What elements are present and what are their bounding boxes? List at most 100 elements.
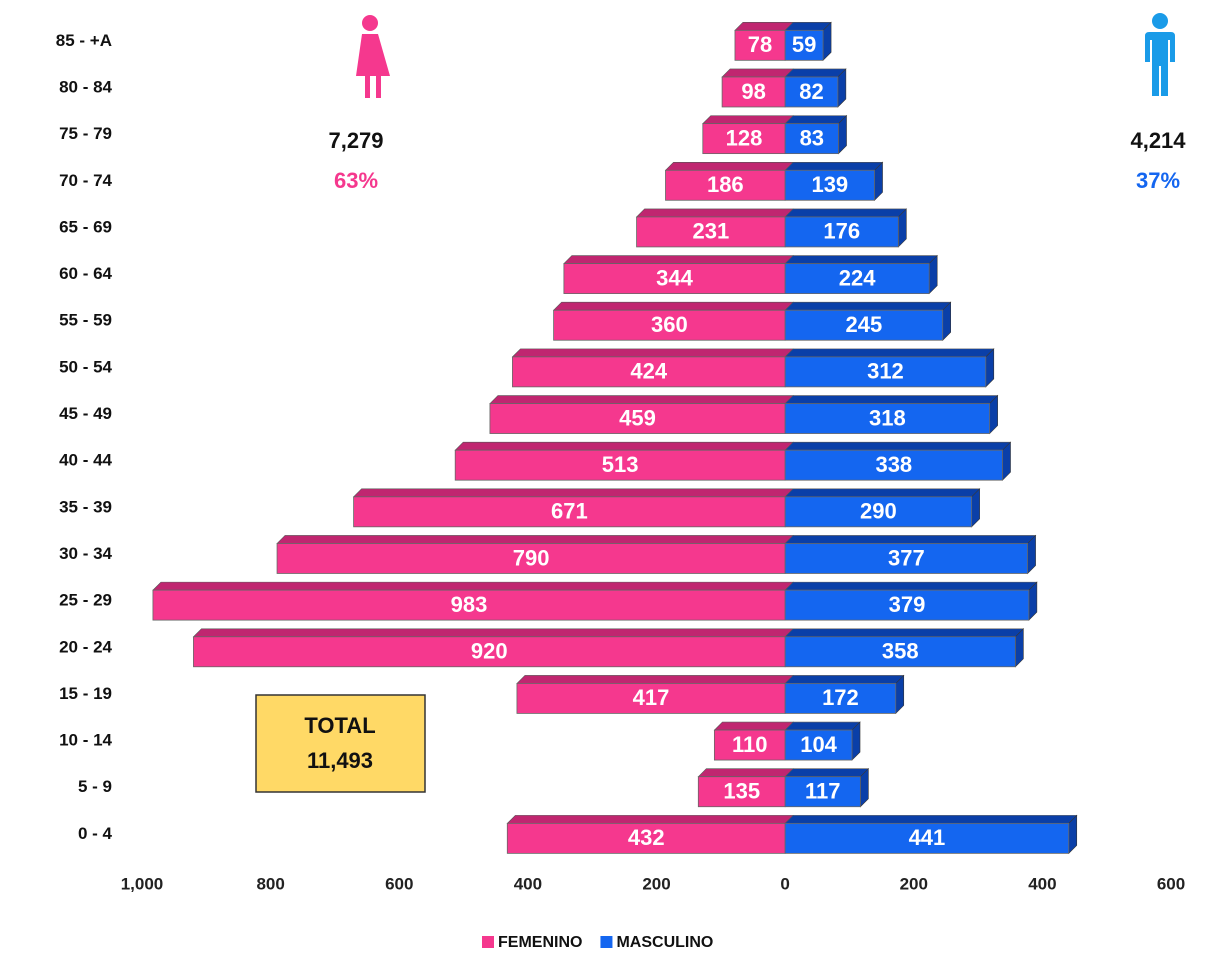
- x-tick-label: 1,000: [121, 874, 164, 893]
- y-tick-label: 70 - 74: [59, 171, 112, 190]
- value-label: 231: [692, 219, 729, 244]
- value-label: 82: [799, 79, 823, 104]
- x-tick-label: 400: [514, 874, 542, 893]
- value-label: 432: [628, 825, 665, 850]
- bar: [563, 263, 786, 294]
- bar: [713, 729, 786, 761]
- x-tick-label: 200: [642, 874, 670, 893]
- value-label: 920: [471, 639, 508, 664]
- bar: [506, 822, 786, 854]
- value-label: 360: [651, 312, 688, 337]
- bar-top: [784, 208, 908, 218]
- bar-top: [784, 348, 995, 358]
- y-tick-label: 45 - 49: [59, 404, 112, 423]
- bar-top: [784, 441, 1012, 451]
- male-share: 37%: [1136, 168, 1180, 193]
- bar: [553, 309, 786, 341]
- bar: [784, 216, 899, 248]
- value-label: 312: [867, 359, 904, 384]
- value-label: 417: [633, 685, 670, 710]
- bar: [193, 636, 786, 668]
- bar: [784, 403, 991, 434]
- y-tick-label: 25 - 29: [59, 591, 112, 610]
- bar-top: [697, 768, 794, 778]
- bar: [784, 496, 973, 528]
- value-label: 83: [800, 125, 824, 150]
- bar: [784, 776, 861, 808]
- value-label: 98: [741, 79, 765, 104]
- male-icon: [1145, 13, 1175, 96]
- bar-top: [784, 768, 870, 778]
- y-tick-label: 20 - 24: [59, 637, 112, 656]
- value-label: 59: [792, 32, 816, 57]
- bar: [784, 169, 875, 201]
- bar-top: [702, 115, 794, 124]
- bar: [784, 356, 987, 388]
- bar-top: [454, 441, 794, 451]
- bar: [516, 683, 786, 714]
- bar-top: [516, 675, 794, 684]
- value-label: 379: [889, 592, 926, 617]
- female-share: 63%: [334, 168, 378, 193]
- value-label: 176: [823, 219, 860, 244]
- y-tick-label: 65 - 69: [59, 217, 112, 236]
- bar-top: [784, 301, 952, 311]
- bar: [734, 29, 786, 61]
- value-label: 671: [551, 499, 588, 524]
- value-label: 224: [839, 265, 876, 290]
- bar-top: [352, 488, 794, 498]
- bar: [784, 683, 897, 714]
- bar: [665, 169, 786, 201]
- value-label: 117: [805, 779, 841, 804]
- bar-top: [784, 161, 884, 171]
- bar: [784, 309, 944, 341]
- bar-top: [784, 488, 981, 498]
- value-label: 290: [860, 499, 897, 524]
- y-tick-label: 55 - 59: [59, 311, 112, 330]
- value-label: 78: [748, 32, 772, 57]
- bar-top: [511, 348, 794, 358]
- bar-top: [784, 675, 905, 684]
- y-tick-label: 85 - +A: [56, 31, 112, 50]
- value-label: 424: [630, 359, 667, 384]
- bar-top: [721, 68, 794, 78]
- legend-label: FEMENINO: [498, 934, 582, 951]
- value-label: 110: [732, 732, 768, 757]
- x-tick-label: 800: [256, 874, 284, 893]
- value-label: 139: [811, 172, 848, 197]
- bar-top: [784, 395, 999, 404]
- bar-top: [563, 255, 794, 264]
- value-label: 459: [619, 405, 656, 430]
- bar-top: [635, 208, 794, 218]
- value-label: 104: [800, 732, 837, 757]
- y-tick-label: 0 - 4: [78, 824, 113, 843]
- legend-swatch: [600, 936, 613, 948]
- value-label: 172: [822, 685, 859, 710]
- value-label: 186: [707, 172, 744, 197]
- bar-top: [552, 301, 794, 311]
- y-tick-label: 15 - 19: [59, 684, 112, 703]
- value-label: 790: [513, 545, 550, 570]
- bar: [784, 29, 824, 61]
- bar-top: [506, 815, 794, 824]
- total-title: TOTAL: [304, 713, 375, 738]
- bar-top: [664, 161, 794, 171]
- x-tick-label: 400: [1028, 874, 1056, 893]
- value-label: 358: [882, 639, 919, 664]
- bar-top: [784, 581, 1038, 591]
- value-label: 135: [723, 779, 760, 804]
- bar: [784, 636, 1016, 668]
- bar-top: [713, 721, 794, 731]
- female-total: 7,279: [328, 128, 383, 153]
- value-label: 344: [656, 265, 693, 290]
- y-tick-label: 75 - 79: [59, 124, 112, 143]
- bar: [784, 729, 853, 761]
- value-label: 377: [888, 545, 925, 570]
- y-tick-label: 30 - 34: [59, 544, 112, 563]
- total-value: 11,493: [307, 748, 373, 773]
- male-total: 4,214: [1130, 128, 1186, 153]
- bar-top: [734, 22, 794, 31]
- bar: [784, 123, 839, 155]
